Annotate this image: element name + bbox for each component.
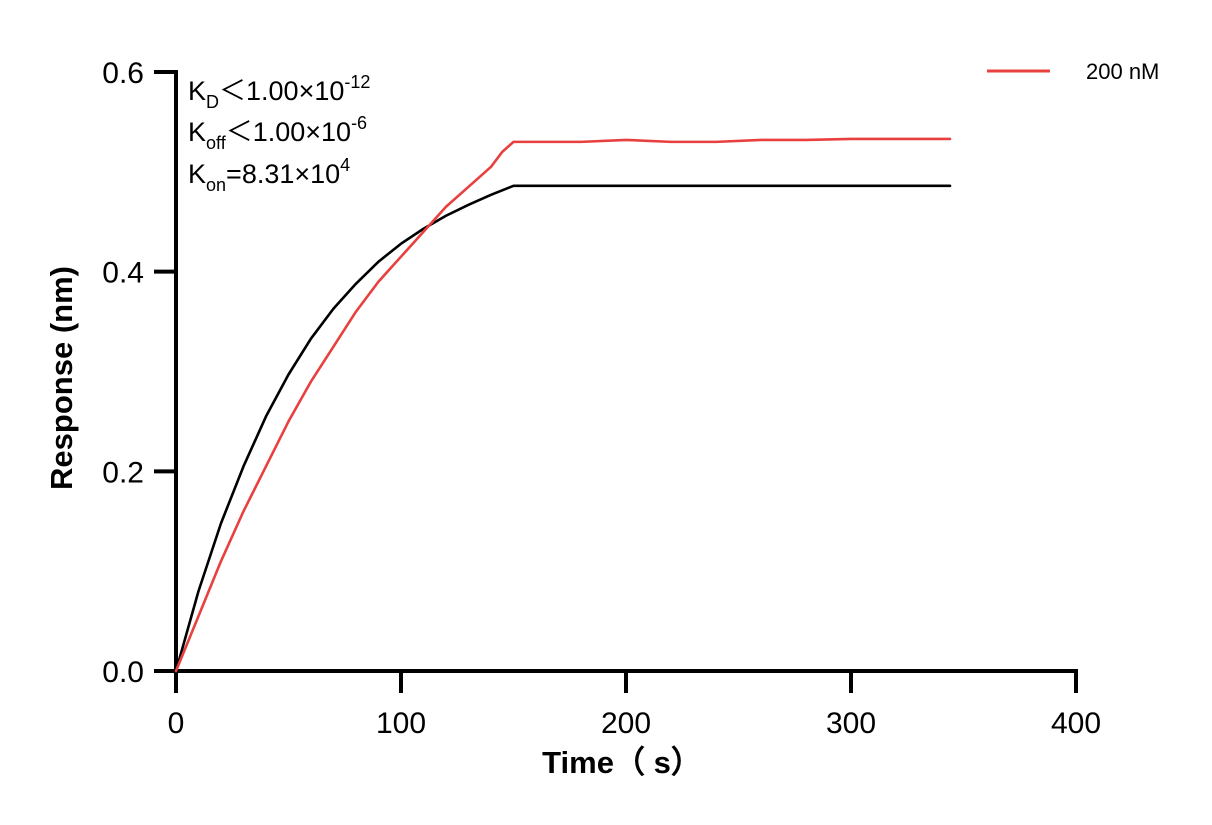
kinetics-annotation-2-main: K (188, 159, 206, 189)
kinetics-annotation-1-main: K (188, 117, 206, 147)
y-tick-label-3: 0.6 (102, 57, 144, 90)
series-line-200-nm (174, 137, 952, 673)
kinetics-annotation-1: Koff＜1.00×10-6 (188, 113, 367, 153)
kinetics-annotation-1-sup: -6 (351, 113, 367, 133)
kinetics-annotation-2: Kon=8.31×104 (188, 155, 350, 195)
x-axis-title: Time（ s） (542, 745, 702, 780)
x-tick-label-2: 200 (601, 707, 651, 740)
kinetics-annotation-0-rest: ＜1.00×10 (219, 76, 344, 106)
series-line-fit (174, 184, 952, 673)
kinetics-annotation-0-sub: D (206, 92, 219, 112)
series-layer (174, 137, 952, 673)
x-tick-label-0: 0 (168, 707, 185, 740)
y-ticks: 0.0 0.2 0.4 0.6 (102, 57, 176, 689)
legend-label-200-nm: 200 nM (1086, 59, 1159, 84)
kinetics-annotation-2-rest: =8.31×10 (226, 159, 340, 189)
x-ticks: 0 100 200 300 400 (168, 671, 1101, 740)
y-tick-label-2: 0.4 (102, 257, 144, 290)
y-tick-label-1: 0.2 (102, 456, 144, 489)
kinetics-annotation-1-rest: ＜1.00×10 (226, 117, 351, 147)
kinetics-annotation-2-sup: 4 (340, 155, 350, 175)
legend: 200 nM (987, 59, 1159, 84)
kinetics-annotation-0: KD＜1.00×10-12 (188, 72, 370, 112)
kinetics-annotation-0-main: K (188, 76, 206, 106)
kinetics-annotation-1-sub: off (206, 133, 227, 153)
kinetics-annotation-2-sub: on (206, 175, 226, 195)
kinetics-annotation-0-sup: -12 (344, 72, 370, 92)
y-tick-label-0: 0.0 (102, 656, 144, 689)
x-tick-label-3: 300 (826, 707, 876, 740)
x-tick-label-1: 100 (376, 707, 426, 740)
y-axis-title: Response (nm) (44, 266, 79, 490)
x-tick-label-4: 400 (1051, 707, 1101, 740)
